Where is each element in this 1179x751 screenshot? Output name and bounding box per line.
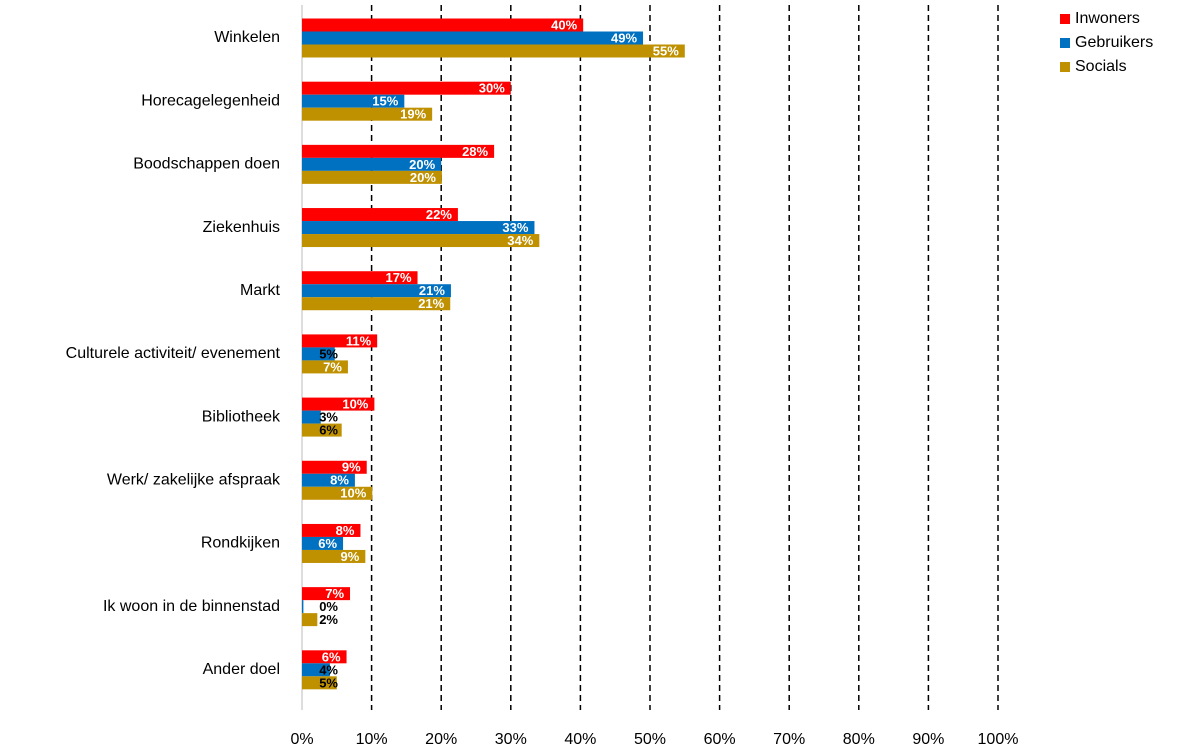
bar: [302, 334, 378, 348]
bar: [302, 271, 418, 285]
value-label: 30%: [479, 81, 505, 96]
value-label: 7%: [325, 586, 344, 601]
bar: [302, 549, 366, 563]
value-label: 49%: [611, 30, 637, 45]
bar: [302, 347, 335, 361]
bar: [302, 234, 540, 248]
bar: [302, 107, 433, 121]
y-tick-label: Bibliotheek: [202, 408, 281, 425]
y-tick-label: Werk/ zakelijke afspraak: [107, 471, 281, 488]
bar: [302, 170, 442, 184]
y-tick-label: Ik woon in de binnenstad: [103, 598, 280, 615]
value-label: 17%: [386, 270, 412, 285]
legend-label: Gebruikers: [1075, 34, 1153, 51]
bar: [302, 221, 535, 235]
value-label: 10%: [340, 486, 366, 501]
legend-swatch: [1060, 38, 1070, 48]
bar: [302, 208, 458, 222]
bar: [302, 18, 584, 32]
y-tick-label: Markt: [240, 282, 281, 299]
x-tick-label: 30%: [495, 731, 527, 748]
bar: [302, 397, 375, 411]
y-tick-label: Ander doel: [203, 661, 280, 678]
bar: [302, 676, 337, 690]
y-tick-label: Boodschappen doen: [133, 156, 280, 173]
bar: [302, 157, 442, 171]
value-label: 21%: [418, 296, 444, 311]
value-label: 8%: [330, 473, 349, 488]
x-tick-label: 60%: [704, 731, 736, 748]
value-label: 10%: [342, 397, 368, 412]
value-label: 15%: [372, 94, 398, 109]
bar: [302, 423, 342, 437]
legend-label: Inwoners: [1075, 10, 1140, 27]
value-label: 33%: [502, 220, 528, 235]
value-label: 20%: [410, 170, 436, 185]
bar: [302, 44, 685, 58]
bar: [302, 600, 304, 614]
y-tick-label: Culturele activiteit/ evenement: [66, 345, 281, 362]
value-label: 20%: [409, 157, 435, 172]
x-tick-label: 70%: [773, 731, 805, 748]
bar: [302, 360, 348, 374]
value-label: 21%: [419, 283, 445, 298]
value-label: 5%: [319, 675, 338, 690]
y-tick-label: Winkelen: [214, 29, 280, 46]
bar: [302, 81, 511, 95]
bar: [302, 297, 451, 311]
value-label: 6%: [318, 536, 337, 551]
bar: [302, 486, 373, 500]
bar: [302, 587, 351, 601]
bar: [302, 144, 495, 158]
value-label: 6%: [319, 423, 338, 438]
x-tick-label: 50%: [634, 731, 666, 748]
legend-label: Socials: [1075, 58, 1127, 75]
value-label: 11%: [346, 333, 372, 348]
value-label: 5%: [319, 346, 338, 361]
value-label: 9%: [341, 549, 360, 564]
value-label: 9%: [342, 460, 361, 475]
x-tick-label: 10%: [356, 731, 388, 748]
bar: [302, 523, 361, 537]
bar: [302, 460, 367, 474]
bar: [302, 663, 330, 677]
value-label: 28%: [462, 144, 488, 159]
y-tick-label: Horecagelegenheid: [141, 92, 280, 109]
bar: [302, 536, 344, 550]
y-tick-label: Ziekenhuis: [203, 219, 280, 236]
value-label: 0%: [319, 599, 338, 614]
value-label: 55%: [653, 43, 679, 58]
value-label: 6%: [322, 649, 341, 664]
value-label: 40%: [551, 17, 577, 32]
value-label: 7%: [323, 359, 342, 374]
bar: [302, 31, 644, 45]
x-tick-label: 90%: [912, 731, 944, 748]
bar: [302, 650, 347, 664]
bar: [302, 473, 355, 487]
x-tick-label: 80%: [843, 731, 875, 748]
value-label: 3%: [319, 410, 338, 425]
y-tick-label: Rondkijken: [201, 535, 280, 552]
bar: [302, 94, 405, 108]
x-tick-label: 0%: [290, 731, 313, 748]
bar: [302, 613, 318, 627]
value-label: 22%: [426, 207, 452, 222]
value-label: 34%: [507, 233, 533, 248]
value-label: 19%: [400, 107, 426, 122]
x-tick-label: 100%: [978, 731, 1019, 748]
bar: [302, 410, 321, 424]
x-tick-label: 20%: [425, 731, 457, 748]
value-label: 8%: [336, 523, 355, 538]
x-tick-label: 40%: [564, 731, 596, 748]
legend-swatch: [1060, 14, 1070, 24]
value-label: 4%: [319, 662, 338, 677]
value-label: 2%: [319, 612, 338, 627]
bar: [302, 284, 451, 298]
legend-swatch: [1060, 62, 1070, 72]
